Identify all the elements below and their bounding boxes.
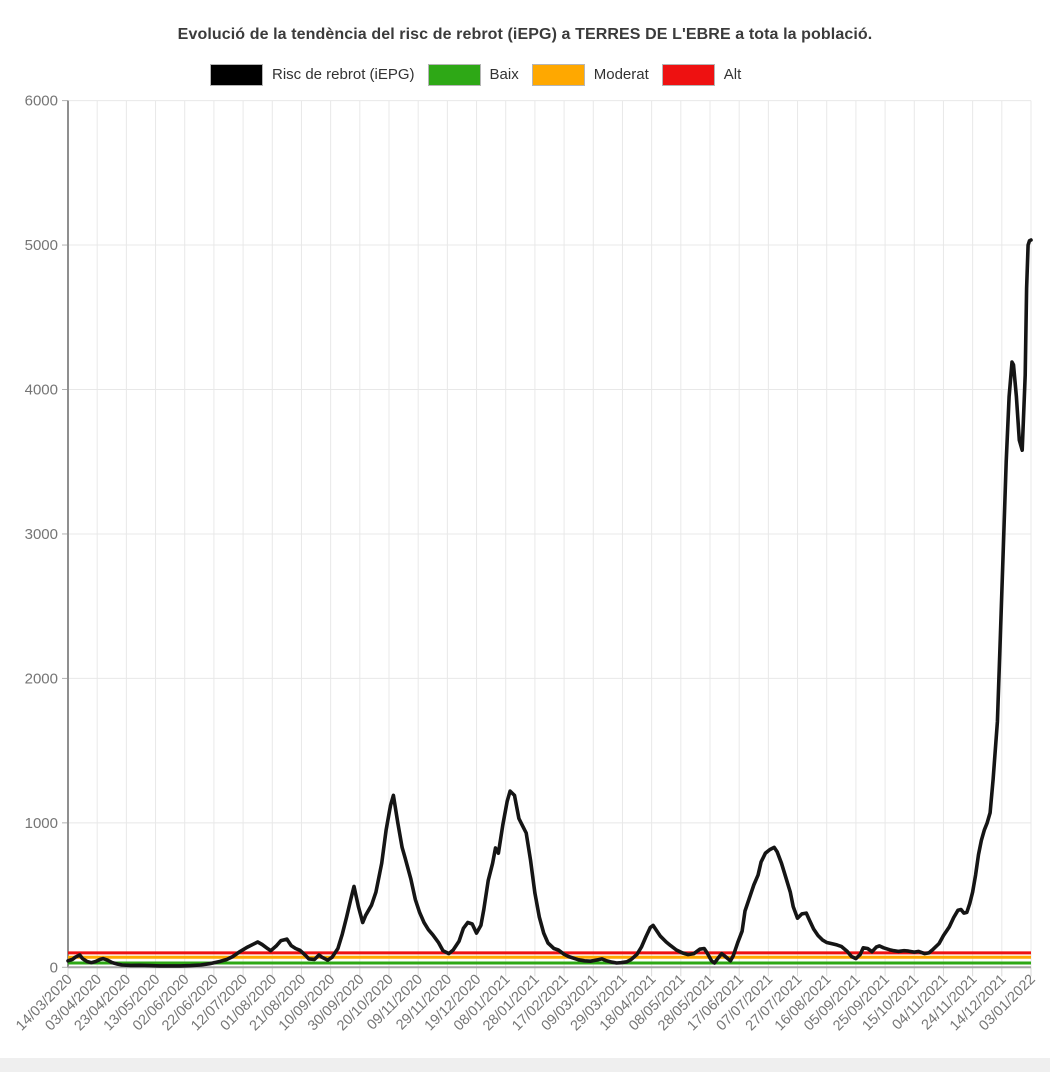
iepg-curve [66, 238, 1033, 968]
legend-label-alt: Alt [723, 66, 742, 83]
y-tick-label: 1000 [25, 815, 58, 832]
y-tick-label: 6000 [25, 93, 58, 110]
legend-item-iepg[interactable]: Risc de rebrot (iEPG) [210, 64, 415, 86]
legend-swatch-baix [427, 64, 481, 86]
legend-swatch-alt [661, 64, 715, 86]
chart-title: Evolució de la tendència del risc de reb… [177, 26, 873, 43]
chart-legend: Risc de rebrot (iEPG) Baix Moderat Alt [210, 64, 741, 86]
legend-item-moderat[interactable]: Moderat [531, 64, 649, 86]
legend-label-iepg: Risc de rebrot (iEPG) [272, 66, 415, 83]
y-tick-label: 2000 [25, 670, 58, 687]
y-tick-label: 3000 [25, 526, 58, 543]
y-tick-label: 5000 [25, 237, 58, 254]
legend-item-alt[interactable]: Alt [661, 64, 742, 86]
footer-strip [0, 1058, 1050, 1072]
legend-item-baix[interactable]: Baix [427, 64, 519, 86]
legend-swatch-moderat [531, 64, 585, 86]
y-tick-label: 4000 [25, 382, 58, 399]
legend-label-baix: Baix [489, 66, 519, 83]
legend-swatch-iepg [210, 64, 263, 86]
legend-label-moderat: Moderat [593, 66, 649, 83]
y-tick-label: 0 [50, 959, 58, 976]
